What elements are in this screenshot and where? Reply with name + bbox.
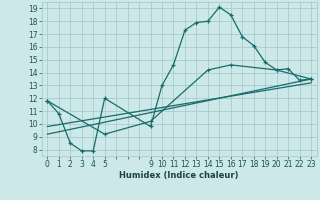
X-axis label: Humidex (Indice chaleur): Humidex (Indice chaleur) — [119, 171, 239, 180]
